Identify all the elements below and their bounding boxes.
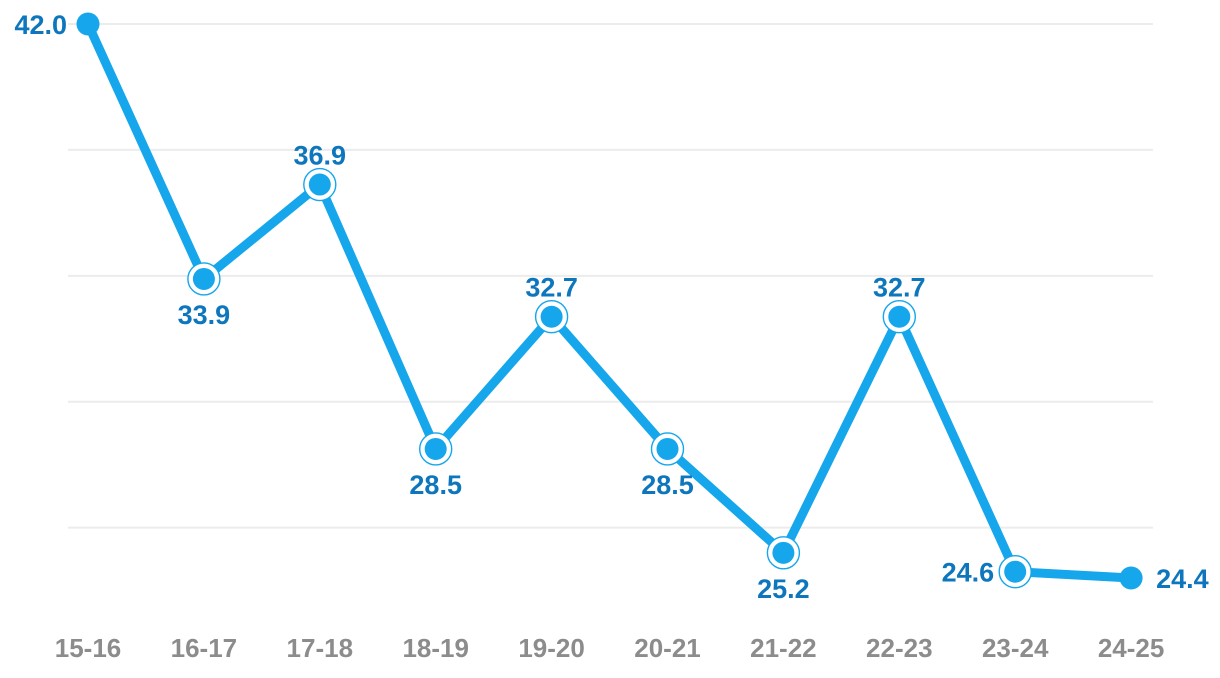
value-label: 32.7: [525, 273, 578, 303]
data-point-marker: [76, 12, 100, 36]
series-line: [83, 19, 1136, 583]
value-label: 25.2: [757, 574, 810, 604]
value-label: 28.5: [409, 470, 462, 500]
x-tick-label: 16-17: [171, 633, 238, 663]
data-point-marker: [192, 267, 215, 290]
data-point-marker: [424, 437, 447, 460]
x-tick-label: 15-16: [55, 633, 122, 663]
value-label: 24.6: [942, 558, 995, 588]
x-tick-label: 18-19: [402, 633, 469, 663]
value-label: 42.0: [14, 10, 67, 40]
x-tick-label: 22-23: [866, 633, 933, 663]
data-point-marker: [1004, 560, 1027, 583]
value-label: 36.9: [294, 141, 347, 171]
data-point-marker: [888, 305, 911, 328]
data-point-marker: [772, 541, 795, 564]
value-label: 24.4: [1156, 564, 1209, 594]
x-tick-label: 17-18: [287, 633, 354, 663]
data-point-marker: [656, 437, 679, 460]
value-label: 28.5: [641, 470, 694, 500]
data-point-marker: [540, 305, 563, 328]
x-tick-label: 21-22: [750, 633, 817, 663]
x-tick-label: 24-25: [1098, 633, 1165, 663]
value-label: 32.7: [873, 273, 926, 303]
x-tick-label: 23-24: [982, 633, 1049, 663]
value-label: 33.9: [178, 300, 231, 330]
data-point-marker: [1119, 566, 1143, 590]
x-tick-label: 19-20: [518, 633, 585, 663]
data-point-marker: [308, 173, 331, 196]
x-tick-label: 20-21: [634, 633, 701, 663]
